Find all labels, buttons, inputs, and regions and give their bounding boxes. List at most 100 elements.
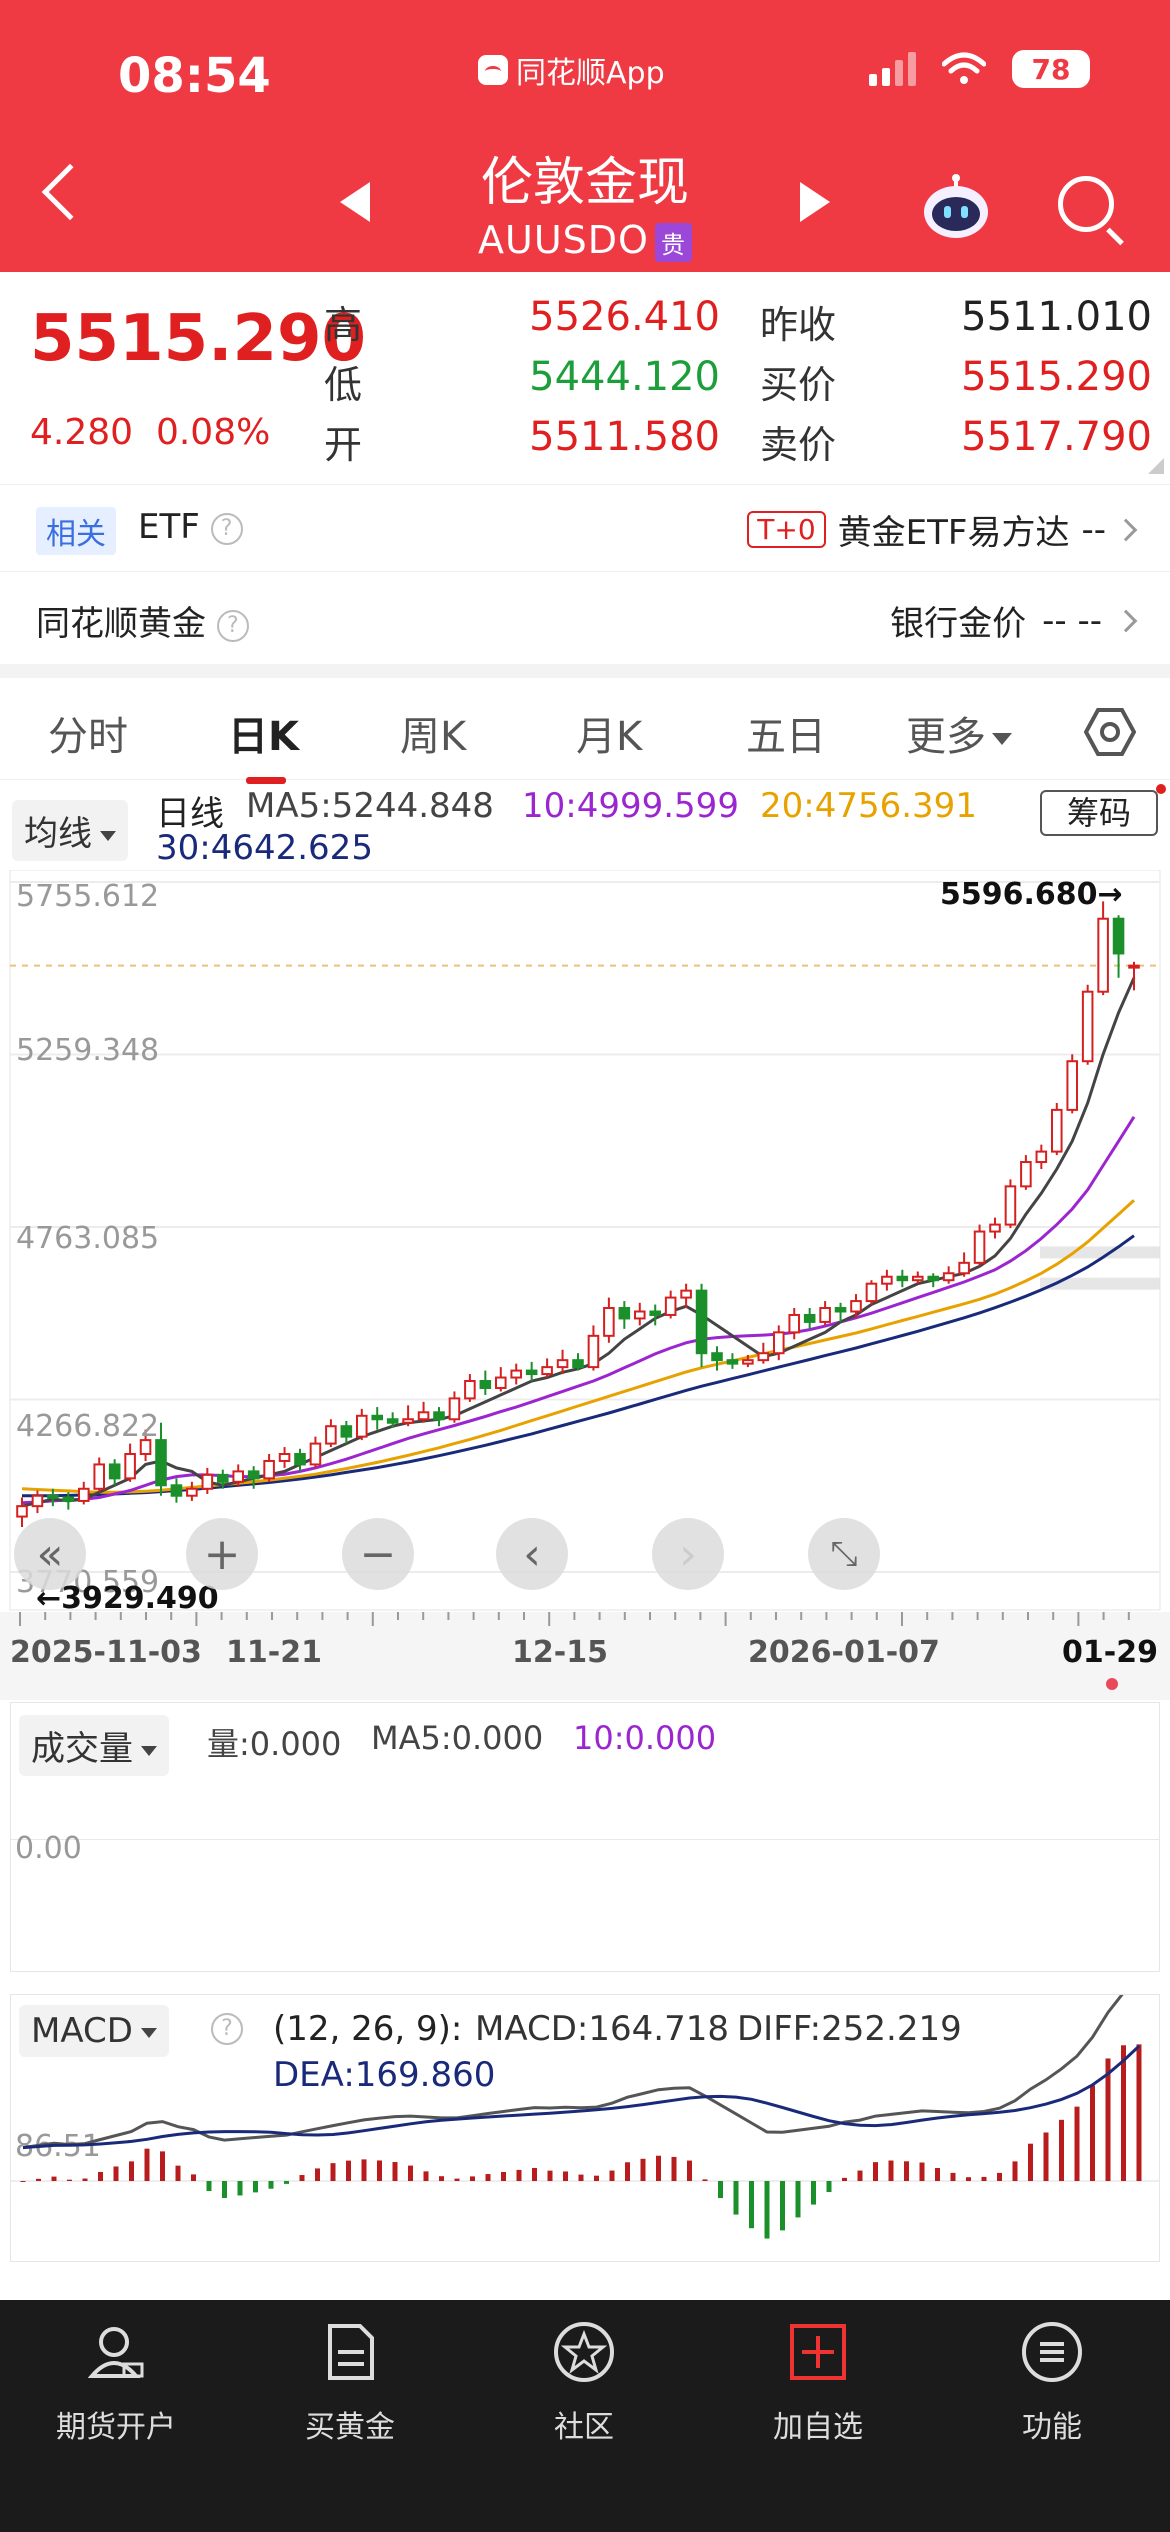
t0-tag: T+0 (747, 511, 826, 548)
max-price-label: 5596.680→ (940, 877, 1123, 912)
nav-label: 加自选 (773, 2410, 863, 2445)
price-band (1040, 1246, 1160, 1259)
candle (1097, 917, 1109, 993)
x-axis: 2025-11-03 11-21 12-15 2026-01-07 01-29 (0, 1612, 1170, 1700)
section-divider (0, 664, 1170, 678)
macd-chart (11, 1995, 1159, 2239)
menu-icon (1022, 2322, 1082, 2382)
macd-bar (36, 2178, 41, 2181)
last-price: 5515.290 (30, 302, 367, 376)
candle (510, 1369, 523, 1379)
tab-daily-k[interactable]: 日K (228, 704, 299, 784)
kline-chart[interactable]: 5755.612 5259.348 4763.085 4266.822 3770… (0, 870, 1170, 1650)
macd-bar (299, 2175, 305, 2181)
candle (371, 1414, 384, 1421)
hexagon-settings-icon[interactable] (1084, 706, 1136, 758)
volume-panel[interactable]: 成交量 量:0.000 MA5:0.000 10:0.000 0.00 (10, 1702, 1160, 1972)
zoom-in-button[interactable]: + (186, 1518, 258, 1590)
fullscreen-button[interactable]: ⤡ (808, 1518, 880, 1590)
dea-value: DEA:169.860 (273, 2055, 496, 2095)
macd-selector[interactable]: MACD (19, 2005, 169, 2057)
bid-label: 买价 (760, 363, 837, 407)
candle (263, 1459, 275, 1480)
candle (325, 1425, 337, 1445)
help-icon[interactable]: ? (210, 512, 243, 545)
candle (1066, 1060, 1079, 1111)
prev-instrument-icon[interactable] (340, 182, 370, 222)
ma5-value: MA5:5244.848 (246, 786, 494, 826)
caret-down-icon (992, 733, 1012, 745)
expand-corner-icon[interactable] (1148, 458, 1164, 474)
candle (77, 1487, 90, 1502)
macd-bar (1028, 2143, 1033, 2181)
scroll-right-button[interactable]: › (652, 1518, 724, 1590)
zoom-out-button[interactable]: − (342, 1518, 414, 1590)
bank-gold-label: 银行金价 (890, 604, 1027, 644)
candle (232, 1470, 245, 1483)
ths-gold-label: 同花顺黄金 (36, 604, 206, 644)
high-value: 5526.410 (529, 294, 720, 340)
robot-assistant-icon[interactable] (920, 170, 992, 242)
open-value: 5511.580 (529, 414, 720, 460)
page-title: 伦敦金现 (480, 153, 689, 213)
macd-bar (811, 2181, 816, 2205)
help-icon[interactable]: ? (216, 609, 249, 642)
ma-selector-label: 均线 (24, 814, 92, 854)
ma30-value: 30:4642.625 (156, 828, 373, 868)
macd-bar (1121, 2045, 1126, 2181)
candle (788, 1313, 801, 1334)
nav-community[interactable]: 社区 (484, 2320, 684, 2446)
back-arrow-icon[interactable] (41, 163, 99, 221)
help-icon[interactable]: ? (211, 2013, 243, 2045)
candle (31, 1494, 44, 1508)
chart-tabs: 分时 日K 周K 月K 五日 更多 (0, 680, 1170, 784)
caret-down-icon (100, 830, 116, 841)
nav-futures-account[interactable]: 期货开户 (16, 2320, 216, 2446)
macd-panel[interactable]: MACD ? (12, 26, 9): MACD:164.718 DIFF:25… (10, 1994, 1160, 2262)
ma20-value: 20:4756.391 (760, 786, 977, 826)
candle (93, 1463, 106, 1490)
tab-more[interactable]: 更多 (906, 704, 1012, 762)
macd-bar (423, 2171, 429, 2181)
candle (1035, 1150, 1048, 1164)
macd-bar (485, 2174, 491, 2181)
caret-down-icon (141, 1745, 157, 1756)
x-tick: 2026-01-07 (748, 1635, 940, 1670)
open-label: 开 (324, 423, 363, 467)
candle (1081, 990, 1094, 1063)
next-instrument-icon[interactable] (800, 182, 830, 222)
macd-bar (1012, 2161, 1018, 2181)
tab-five-day[interactable]: 五日 (746, 714, 826, 760)
nav-add-watchlist[interactable]: 加自选 (718, 2320, 918, 2446)
ma-selector[interactable]: 均线 (12, 800, 128, 861)
macd-bar (1059, 2119, 1064, 2181)
tab-intraday[interactable]: 分时 (48, 714, 128, 760)
tab-monthly-k[interactable]: 月K (576, 714, 643, 760)
x-tick: 12-15 (512, 1635, 608, 1670)
candle (711, 1352, 723, 1362)
macd-bar (315, 2168, 320, 2181)
candle (726, 1359, 739, 1365)
volume-selector[interactable]: 成交量 (19, 1715, 169, 1776)
bank-gold-link[interactable]: 银行金价 -- -- (890, 596, 1138, 645)
etf-link[interactable]: T+0 黄金ETF易方达 -- (747, 505, 1138, 554)
macd-bar (113, 2166, 119, 2181)
y-tick: 4763.085 (16, 1221, 159, 1256)
nav-functions[interactable]: 功能 (952, 2320, 1152, 2446)
tab-weekly-k[interactable]: 周K (400, 714, 467, 760)
search-icon[interactable] (1058, 176, 1114, 232)
app-logo-icon (478, 55, 508, 85)
scroll-left-fast-button[interactable]: « (14, 1518, 86, 1590)
macd-bar (144, 2148, 150, 2181)
chip-distribution-button[interactable]: 筹码 (1040, 790, 1158, 836)
related-etf-row[interactable]: 相关 ETF ? T+0 黄金ETF易方达 -- (0, 484, 1170, 572)
ths-gold-row[interactable]: 同花顺黄金 ? 银行金价 -- -- (0, 574, 1170, 662)
nav-label: 功能 (1022, 2410, 1082, 2445)
nav-buy-gold[interactable]: 买黄金 (250, 2320, 450, 2446)
candle (541, 1366, 553, 1376)
macd-bar (268, 2181, 274, 2189)
candle (247, 1470, 260, 1480)
scroll-left-button[interactable]: ‹ (496, 1518, 568, 1590)
macd-bar (1136, 2044, 1142, 2181)
candle (155, 1439, 167, 1487)
